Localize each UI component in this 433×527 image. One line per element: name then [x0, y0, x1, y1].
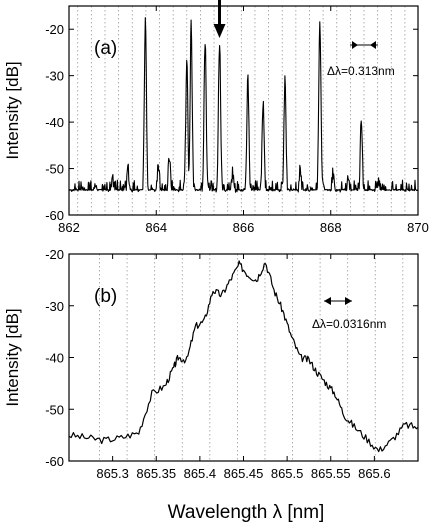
- y-tick-label: -60: [45, 208, 64, 223]
- plot-frame: [68, 253, 419, 462]
- x-tick-label: 865.45: [224, 466, 264, 481]
- panel-label: (b): [94, 286, 117, 307]
- x-axis-label: Wavelength λ [nm]: [168, 502, 325, 523]
- plot-frame: [68, 5, 419, 216]
- x-tick-label: 866: [233, 220, 255, 235]
- panel-label: (a): [94, 38, 117, 59]
- x-tick-label: 870: [407, 220, 429, 235]
- x-tick-label: 865.4: [184, 466, 217, 481]
- spectrum-trace: [68, 260, 419, 453]
- delta-lambda-annotation: Δλ=0.0316nm: [312, 317, 386, 331]
- x-tick-label: 865.6: [358, 466, 391, 481]
- spectrum-trace: [68, 17, 419, 193]
- y-tick-label: -60: [45, 454, 64, 469]
- marker-arrow-head: [213, 24, 226, 38]
- panel-a: 862 864 866 868 870 -20 -30 -40 -50 -60 Intensity …: [3, 0, 429, 235]
- y-tick-label: -40: [45, 351, 64, 366]
- y-axis-label: Intensity [dB]: [3, 308, 22, 406]
- delta-lambda-annotation: Δλ=0.313nm: [327, 64, 395, 78]
- panel-b: 865.3 865.35 865.4 865.45 865.5 865.55 865.6 -2…: [3, 247, 419, 481]
- y-tick-label: -30: [45, 299, 64, 314]
- x-tick-label: 868: [320, 220, 342, 235]
- delta-arrow-right: [370, 41, 376, 49]
- x-tick-label: 862: [58, 220, 80, 235]
- delta-arrow-right: [345, 297, 352, 305]
- y-tick-label: -20: [45, 22, 64, 37]
- delta-arrow-left: [352, 41, 358, 49]
- x-tick-label: 865.3: [96, 466, 129, 481]
- x-tick-label: 865.55: [311, 466, 351, 481]
- y-tick-label: -50: [45, 402, 64, 417]
- y-tick-label: -40: [45, 115, 64, 130]
- x-tick-label: 864: [145, 220, 167, 235]
- y-tick-label: -30: [45, 69, 64, 84]
- delta-arrow-left: [324, 297, 331, 305]
- x-tick-label: 865.5: [271, 466, 304, 481]
- y-axis-label: Intensity [dB]: [3, 61, 22, 159]
- y-tick-label: -20: [45, 247, 64, 262]
- y-tick-label: -50: [45, 162, 64, 177]
- x-tick-label: 865.35: [136, 466, 176, 481]
